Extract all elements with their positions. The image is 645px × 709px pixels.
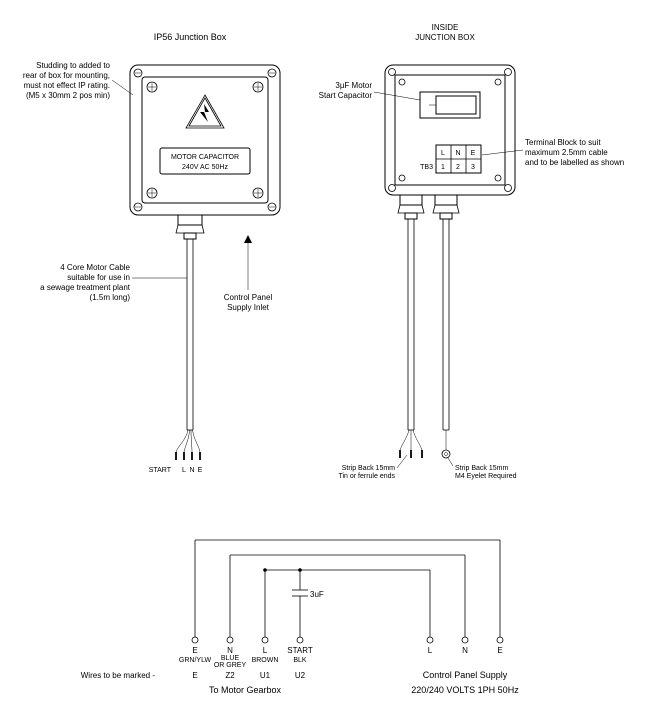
jbox-inner bbox=[142, 77, 268, 203]
title-left: IP56 Junction Box bbox=[154, 32, 227, 42]
svg-text:Supply Inlet: Supply Inlet bbox=[227, 303, 270, 312]
strip-note-2: Strip Back 15mm M4 Eyelet Required bbox=[448, 458, 517, 480]
cable-note: 4 Core Motor Cable suitable for use in a… bbox=[40, 263, 187, 302]
svg-text:Control Panel: Control Panel bbox=[224, 293, 273, 302]
right-glands bbox=[398, 195, 459, 219]
svg-text:must not effect IP rating.: must not effect IP rating. bbox=[24, 81, 110, 90]
sch-terminals-right bbox=[427, 637, 503, 643]
right-jbox: INSIDE JUNCTION BOX 3µF Motor Start Capa… bbox=[319, 23, 625, 480]
sch-start: START bbox=[287, 646, 313, 655]
svg-text:(M5 x 30mm 2 pos min): (M5 x 30mm 2 pos min) bbox=[26, 91, 110, 100]
left-wires bbox=[176, 430, 200, 460]
plate-line1: MOTOR CAPACITOR bbox=[171, 154, 239, 161]
svg-text:Start Capacitor: Start Capacitor bbox=[319, 91, 373, 100]
svg-text:TB3: TB3 bbox=[420, 164, 433, 171]
svg-text:3: 3 bbox=[471, 164, 475, 171]
svg-text:3uF: 3uF bbox=[310, 590, 324, 599]
svg-text:OR GREY: OR GREY bbox=[214, 662, 247, 669]
svg-text:rear of box for mounting,: rear of box for mounting, bbox=[23, 71, 110, 80]
svg-text:4 Core Motor Cable: 4 Core Motor Cable bbox=[60, 263, 130, 272]
svg-text:2: 2 bbox=[456, 164, 460, 171]
wires-marked-label: Wires to be marked - bbox=[81, 671, 156, 680]
label-plate: MOTOR CAPACITOR 240V AC 50Hz bbox=[160, 148, 250, 174]
svg-text:L: L bbox=[428, 646, 433, 655]
strip-note-1: Strip Back 15mm Tin or ferrule ends bbox=[338, 455, 407, 480]
sch-e: E bbox=[192, 646, 197, 655]
capacitor-icon bbox=[420, 92, 480, 118]
svg-text:BLUE: BLUE bbox=[221, 655, 240, 662]
svg-text:E: E bbox=[471, 150, 476, 157]
sch-n: N bbox=[227, 646, 233, 655]
plate-line2: 240V AC 50Hz bbox=[182, 164, 228, 171]
svg-text:maximum 2.5mm cable: maximum 2.5mm cable bbox=[525, 148, 608, 157]
svg-text:Strip Back 15mm: Strip Back 15mm bbox=[342, 465, 395, 472]
title-right-l2: JUNCTION BOX bbox=[415, 33, 475, 42]
svg-text:U1: U1 bbox=[260, 671, 271, 680]
right-wires-right bbox=[442, 430, 450, 458]
svg-text:and to be labelled as shown: and to be labelled as shown bbox=[525, 158, 624, 167]
svg-text:1: 1 bbox=[441, 164, 445, 171]
svg-text:N: N bbox=[462, 646, 468, 655]
svg-text:L: L bbox=[441, 150, 445, 157]
svg-text:3µF Motor: 3µF Motor bbox=[335, 81, 372, 90]
ctrl-supply-label: Control Panel Supply bbox=[423, 670, 508, 680]
svg-text:GRN/YLW: GRN/YLW bbox=[179, 657, 212, 664]
wire-l-label: L bbox=[182, 467, 186, 474]
schematic: 3uF E N L START GRN/YLW BLUE OR GREY BRO… bbox=[81, 540, 519, 695]
wire-e-label: E bbox=[198, 467, 203, 474]
left-jbox: IP56 Junction Box MOTOR CAPACITOR bbox=[23, 32, 280, 474]
svg-text:E: E bbox=[192, 671, 197, 680]
svg-text:U2: U2 bbox=[295, 671, 306, 680]
svg-text:E: E bbox=[497, 646, 502, 655]
svg-text:suitable for use in: suitable for use in bbox=[67, 273, 130, 282]
title-right-l1: INSIDE bbox=[432, 23, 459, 32]
svg-text:a sewage treatment plant: a sewage treatment plant bbox=[40, 283, 131, 292]
warning-triangle-icon bbox=[186, 95, 224, 128]
svg-text:N: N bbox=[455, 150, 460, 157]
diagram-root: IP56 Junction Box MOTOR CAPACITOR bbox=[0, 0, 645, 709]
terminal-block: L N E 1 2 3 TB3 bbox=[420, 145, 481, 173]
svg-text:M4 Eyelet Required: M4 Eyelet Required bbox=[455, 473, 517, 480]
svg-text:Z2: Z2 bbox=[225, 671, 235, 680]
right-wires-left bbox=[400, 430, 422, 458]
volts-label: 220/240 VOLTS 1PH 50Hz bbox=[411, 685, 519, 695]
svg-text:Studding to added to: Studding to added to bbox=[36, 61, 110, 70]
svg-text:BROWN: BROWN bbox=[252, 657, 279, 664]
tb-note: Terminal Block to suit maximum 2.5mm cab… bbox=[482, 138, 624, 167]
rbox-outer bbox=[385, 65, 515, 195]
wire-n-label: N bbox=[189, 467, 194, 474]
sch-capacitor: 3uF bbox=[292, 568, 324, 600]
sch-l: L bbox=[263, 646, 268, 655]
svg-text:Strip Back 15mm: Strip Back 15mm bbox=[455, 465, 508, 472]
svg-text:Terminal Block to suit: Terminal Block to suit bbox=[525, 138, 601, 147]
svg-text:(1.5m long): (1.5m long) bbox=[90, 293, 131, 302]
stud-note: Studding to added to rear of box for mou… bbox=[23, 61, 133, 100]
wire-start-label: START bbox=[149, 467, 172, 474]
svg-text:BLK: BLK bbox=[293, 657, 307, 664]
left-gland bbox=[176, 215, 204, 239]
to-motor-label: To Motor Gearbox bbox=[209, 685, 282, 695]
jbox-outer bbox=[130, 65, 280, 215]
lid-screws-left bbox=[147, 82, 263, 198]
sch-terminals-left bbox=[192, 637, 303, 643]
svg-text:Tin or ferrule ends: Tin or ferrule ends bbox=[338, 473, 395, 480]
inlet-arrow: Control Panel Supply Inlet bbox=[224, 235, 273, 312]
